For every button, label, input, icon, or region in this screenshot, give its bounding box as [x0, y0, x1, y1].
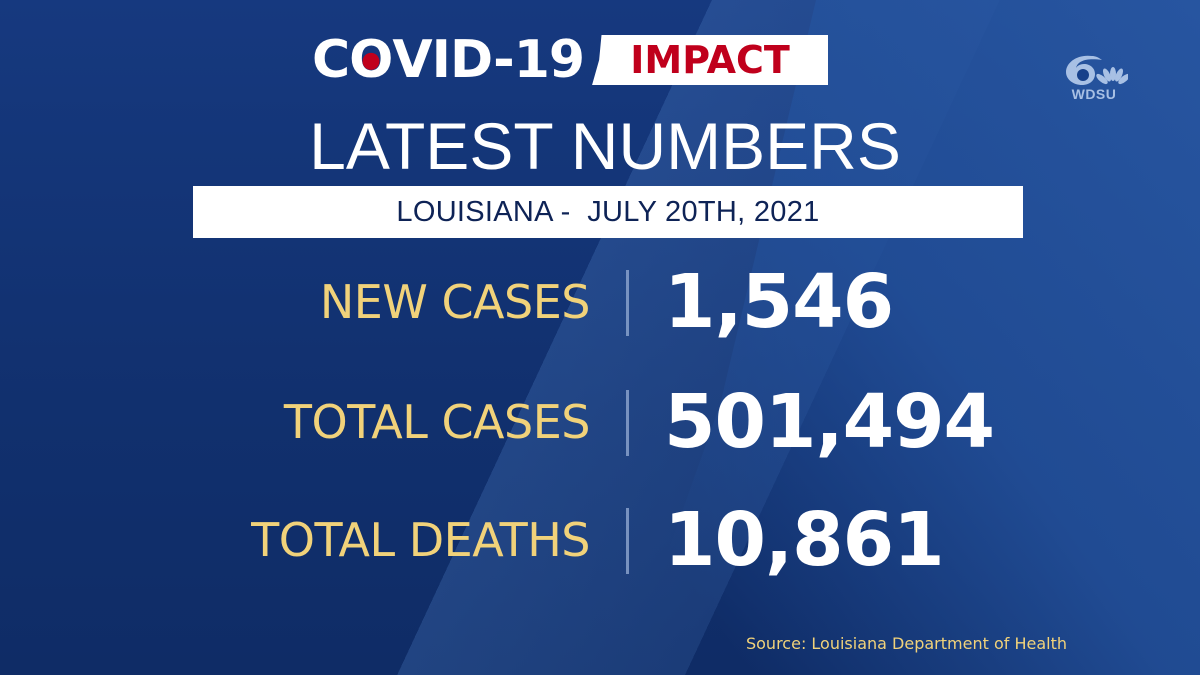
stat-label: TOTAL CASES	[283, 395, 591, 449]
stat-divider	[626, 390, 629, 456]
stat-value: 1,546	[664, 259, 894, 345]
covid-letters-rest: VID-19	[392, 30, 585, 90]
virus-dot-icon	[362, 52, 380, 70]
stat-row-total-cases: TOTAL CASES 501,494	[0, 382, 1200, 462]
wdsu-text: WDSU	[1071, 86, 1117, 102]
impact-label: IMPACT	[630, 38, 790, 82]
stat-value: 10,861	[664, 497, 945, 583]
location-date-text: LOUISIANA - JULY 20TH, 2021	[396, 195, 820, 228]
stat-row-total-deaths: TOTAL DEATHS 10,861	[0, 500, 1200, 580]
wdsu-logo: WDSU	[1062, 52, 1130, 102]
stat-divider	[626, 508, 629, 574]
covid-letter-o: O	[349, 32, 393, 88]
stat-row-new-cases: NEW CASES 1,546	[0, 262, 1200, 342]
location-date-bar: LOUISIANA - JULY 20TH, 2021	[193, 186, 1023, 238]
stat-divider	[626, 270, 629, 336]
page-title: LATEST NUMBERS	[309, 109, 901, 183]
stat-value: 501,494	[664, 379, 995, 465]
source-credit: Source: Louisiana Department of Health	[745, 634, 1067, 653]
stat-label: TOTAL DEATHS	[251, 513, 590, 567]
covid-letter-c: C	[312, 30, 350, 90]
wdsu-6-peacock-icon	[1066, 55, 1130, 85]
covid-impact-header: COVID-19 IMPACT	[312, 30, 829, 90]
stat-label: NEW CASES	[319, 275, 591, 329]
impact-badge: IMPACT	[592, 35, 829, 85]
covid-19-wordmark: COVID-19	[312, 30, 585, 90]
